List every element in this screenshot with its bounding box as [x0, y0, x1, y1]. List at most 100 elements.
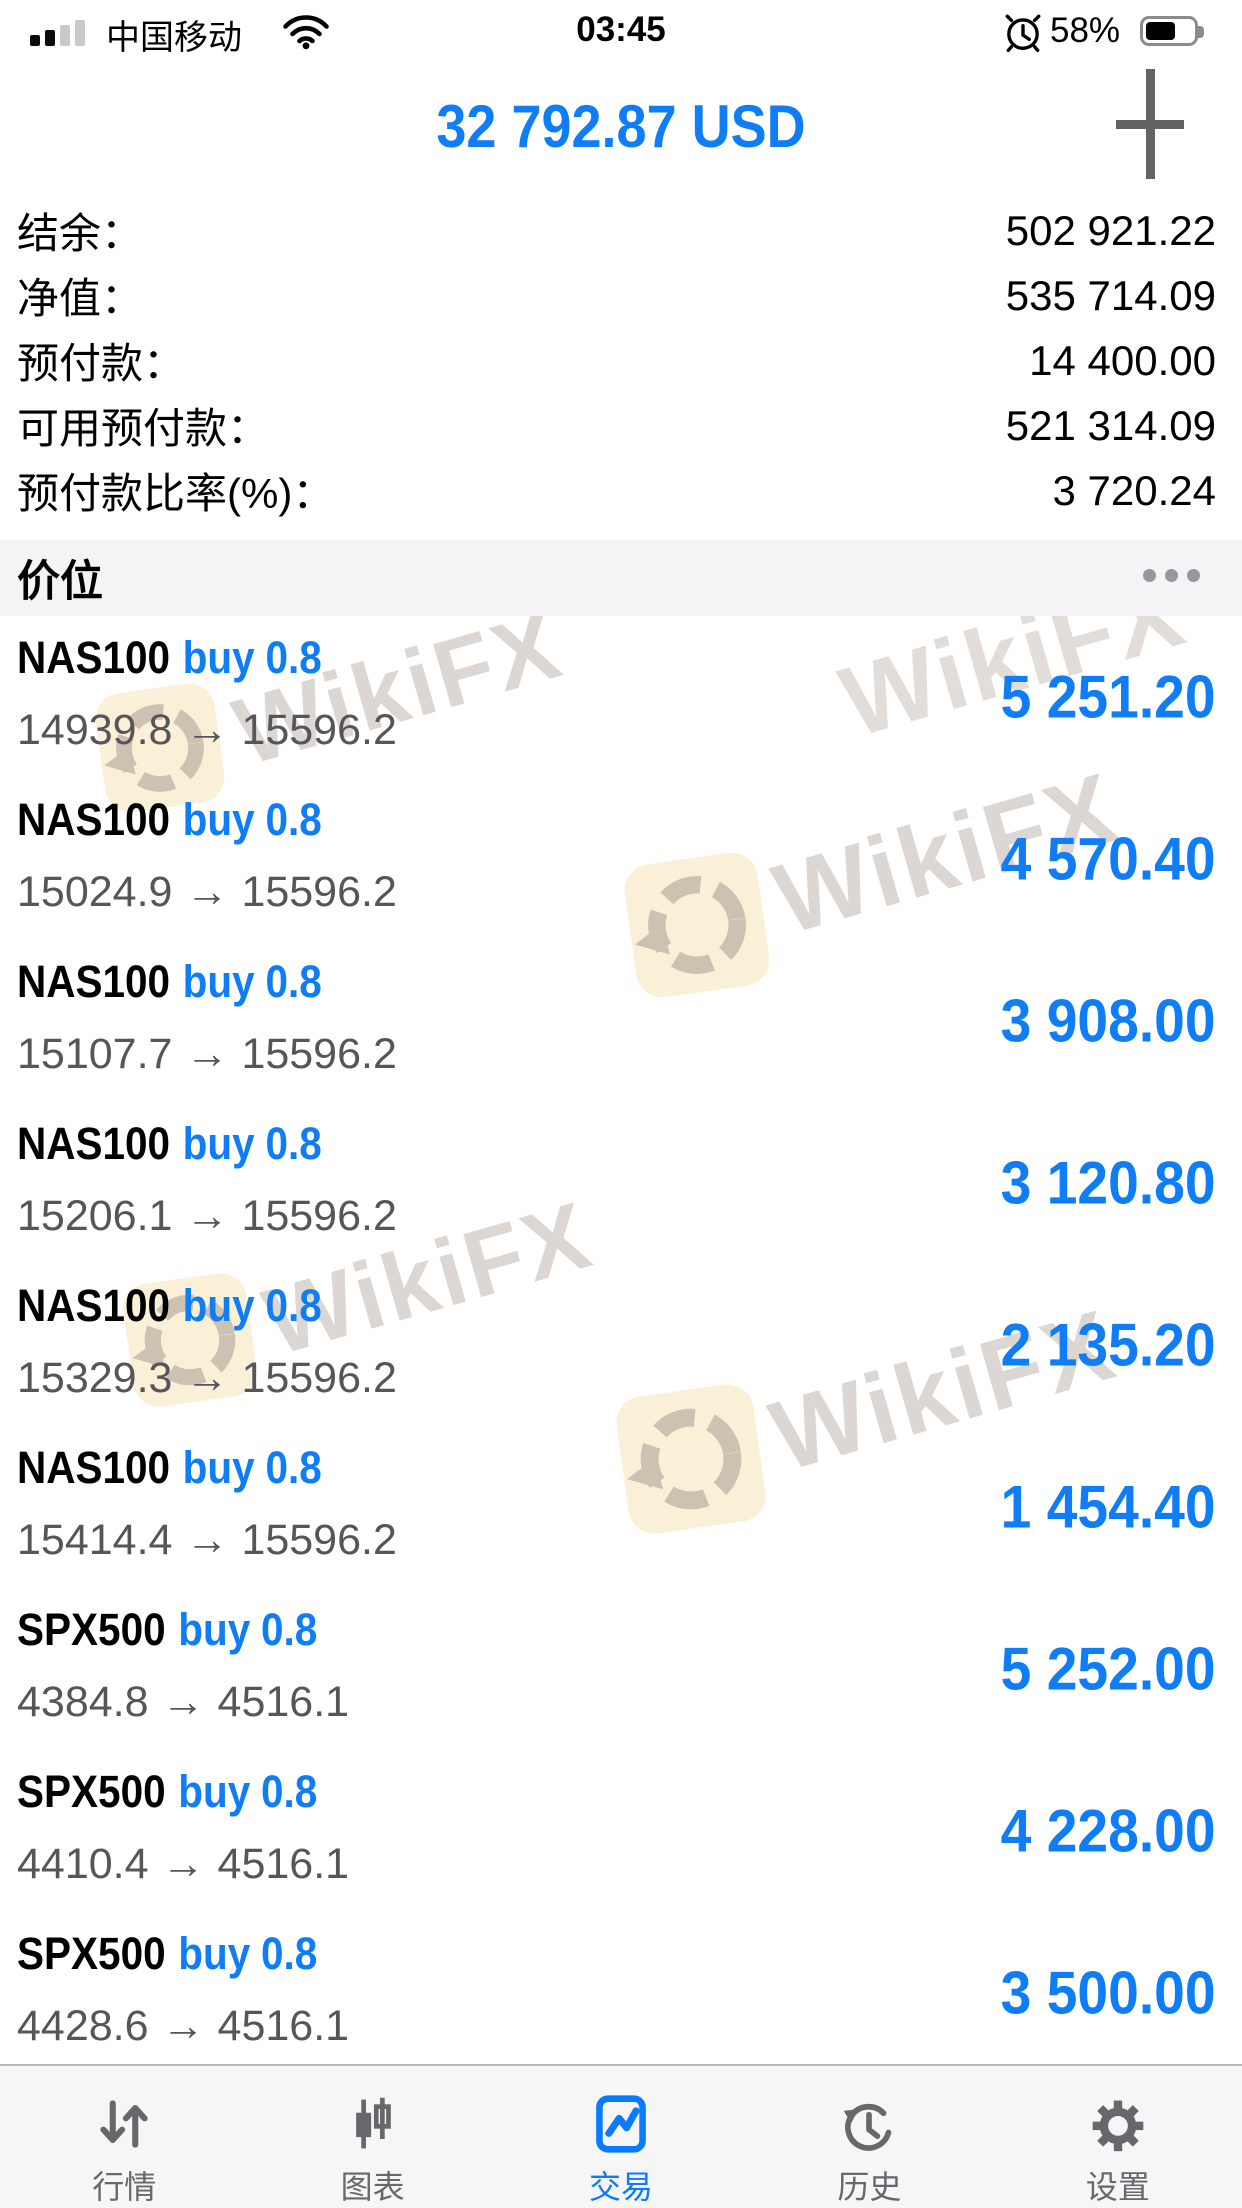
- carrier-label: 中国移动: [106, 19, 242, 57]
- volume-label: 0.8: [261, 1604, 318, 1655]
- trade-chart-icon: [596, 2095, 646, 2153]
- symbol-label: NAS100: [17, 1118, 171, 1169]
- signal-strength-icon: [30, 18, 94, 46]
- account-value: 535 714.09: [1005, 271, 1216, 319]
- status-bar: 中国移动 03:45 58%: [0, 0, 1242, 66]
- position-row[interactable]: NAS100 buy 0.8 15107.7 → 15596.2 3 908.00: [0, 940, 1242, 1102]
- volume-label: 0.8: [265, 632, 322, 683]
- current-price: 4516.1: [217, 1678, 350, 1726]
- account-value: 3 720.24: [1052, 466, 1217, 514]
- profit-value: 3 120.80: [1001, 1149, 1216, 1217]
- battery-percent-label: 58%: [1050, 11, 1121, 50]
- account-row-balance: 结余： 502 921.22: [17, 198, 1216, 263]
- current-price: 4516.1: [217, 2002, 350, 2050]
- account-balance-title: 32 792.87 USD: [436, 93, 806, 160]
- wifi-icon: [282, 13, 330, 56]
- add-order-button[interactable]: [1110, 69, 1190, 179]
- volume-label: 0.8: [265, 794, 322, 845]
- account-row-free-margin: 可用预付款： 521 314.09: [17, 393, 1216, 458]
- arrow-right-icon: →: [185, 1192, 229, 1240]
- open-price: 15329.3: [17, 1354, 173, 1402]
- profit-value: 5 252.00: [1001, 1635, 1216, 1703]
- alarm-clock-icon: [1002, 11, 1044, 58]
- tab-settings[interactable]: 设置: [994, 2066, 1242, 2208]
- side-label: buy: [182, 1442, 255, 1493]
- account-summary: 结余： 502 921.22 净值： 535 714.09 预付款： 14 40…: [17, 198, 1216, 523]
- current-price: 15596.2: [241, 1192, 397, 1240]
- symbol-label: SPX500: [17, 1928, 166, 1979]
- tab-label: 交易: [589, 2169, 654, 2205]
- current-price: 15596.2: [241, 1354, 397, 1402]
- clock-time-label: 03:45: [576, 10, 666, 49]
- arrow-right-icon: →: [185, 1354, 229, 1402]
- section-title: 价位: [17, 558, 103, 606]
- side-label: buy: [182, 1118, 255, 1169]
- symbol-label: NAS100: [17, 794, 171, 845]
- arrow-right-icon: →: [185, 1516, 229, 1564]
- position-row[interactable]: SPX500 buy 0.8 4428.6 → 4516.1 3 500.00: [0, 1912, 1242, 2074]
- volume-label: 0.8: [265, 1280, 322, 1331]
- account-row-margin: 预付款： 14 400.00: [17, 328, 1216, 393]
- current-price: 4516.1: [217, 1840, 350, 1888]
- symbol-label: SPX500: [17, 1604, 166, 1655]
- tab-label: 设置: [1085, 2169, 1150, 2205]
- current-price: 15596.2: [241, 868, 397, 916]
- volume-label: 0.8: [261, 1766, 318, 1817]
- battery-icon: [1140, 16, 1204, 46]
- tab-charts[interactable]: 图表: [248, 2066, 496, 2208]
- position-row[interactable]: NAS100 buy 0.8 15024.9 → 15596.2 4 570.40: [0, 778, 1242, 940]
- symbol-label: NAS100: [17, 1442, 171, 1493]
- account-label: 可用预付款：: [17, 405, 270, 452]
- profit-value: 2 135.20: [1001, 1311, 1216, 1379]
- account-label: 结余：: [17, 210, 144, 257]
- account-label: 预付款：: [17, 340, 186, 387]
- tab-label: 行情: [92, 2169, 157, 2205]
- open-price: 15024.9: [17, 868, 173, 916]
- tab-quotes[interactable]: 行情: [0, 2066, 248, 2208]
- current-price: 15596.2: [241, 1030, 397, 1078]
- profit-value: 1 454.40: [1001, 1473, 1216, 1541]
- position-row[interactable]: NAS100 buy 0.8 14939.8 → 15596.2 5 251.20: [0, 616, 1242, 778]
- positions-list: NAS100 buy 0.8 14939.8 → 15596.2 5 251.20 NA…: [0, 616, 1242, 2074]
- arrow-right-icon: →: [185, 1030, 229, 1078]
- side-label: buy: [178, 1928, 251, 1979]
- account-row-equity: 净值： 535 714.09: [17, 263, 1216, 328]
- account-value: 521 314.09: [1005, 401, 1216, 449]
- tab-label: 图表: [340, 2169, 405, 2205]
- volume-label: 0.8: [261, 1928, 318, 1979]
- position-row[interactable]: NAS100 buy 0.8 15414.4 → 15596.2 1 454.40: [0, 1426, 1242, 1588]
- position-row[interactable]: NAS100 buy 0.8 15206.1 → 15596.2 3 120.80: [0, 1102, 1242, 1264]
- arrow-right-icon: →: [185, 706, 229, 754]
- more-options-icon[interactable]: [1134, 569, 1200, 587]
- position-row[interactable]: SPX500 buy 0.8 4410.4 → 4516.1 4 228.00: [0, 1750, 1242, 1912]
- account-label: 预付款比率(%)：: [17, 470, 335, 517]
- arrow-right-icon: →: [185, 868, 229, 916]
- position-row[interactable]: NAS100 buy 0.8 15329.3 → 15596.2 2 135.20: [0, 1264, 1242, 1426]
- open-price: 14939.8: [17, 706, 173, 754]
- tab-label: 历史: [837, 2169, 902, 2205]
- profit-value: 3 500.00: [1001, 1959, 1216, 2027]
- current-price: 15596.2: [241, 706, 397, 754]
- symbol-label: NAS100: [17, 1280, 171, 1331]
- profit-value: 4 570.40: [1001, 825, 1216, 893]
- history-clock-icon: [844, 2103, 892, 2151]
- profit-value: 5 251.20: [1001, 663, 1216, 731]
- symbol-label: SPX500: [17, 1766, 166, 1817]
- open-price: 4384.8: [17, 1678, 149, 1726]
- arrow-right-icon: →: [161, 1678, 205, 1726]
- arrow-right-icon: →: [161, 1840, 205, 1888]
- account-label: 净值：: [17, 275, 144, 322]
- gear-icon: [1092, 2100, 1144, 2152]
- open-price: 15414.4: [17, 1516, 173, 1564]
- symbol-label: NAS100: [17, 632, 171, 683]
- arrow-right-icon: →: [161, 2002, 205, 2050]
- side-label: buy: [182, 1280, 255, 1331]
- positions-section-header: 价位: [0, 540, 1242, 616]
- account-value: 14 400.00: [1029, 336, 1216, 384]
- tab-history[interactable]: 历史: [745, 2066, 993, 2208]
- tab-trade[interactable]: 交易: [497, 2066, 745, 2208]
- position-row[interactable]: SPX500 buy 0.8 4384.8 → 4516.1 5 252.00: [0, 1588, 1242, 1750]
- account-row-margin-level: 预付款比率(%)： 3 720.24: [17, 458, 1216, 523]
- side-label: buy: [182, 794, 255, 845]
